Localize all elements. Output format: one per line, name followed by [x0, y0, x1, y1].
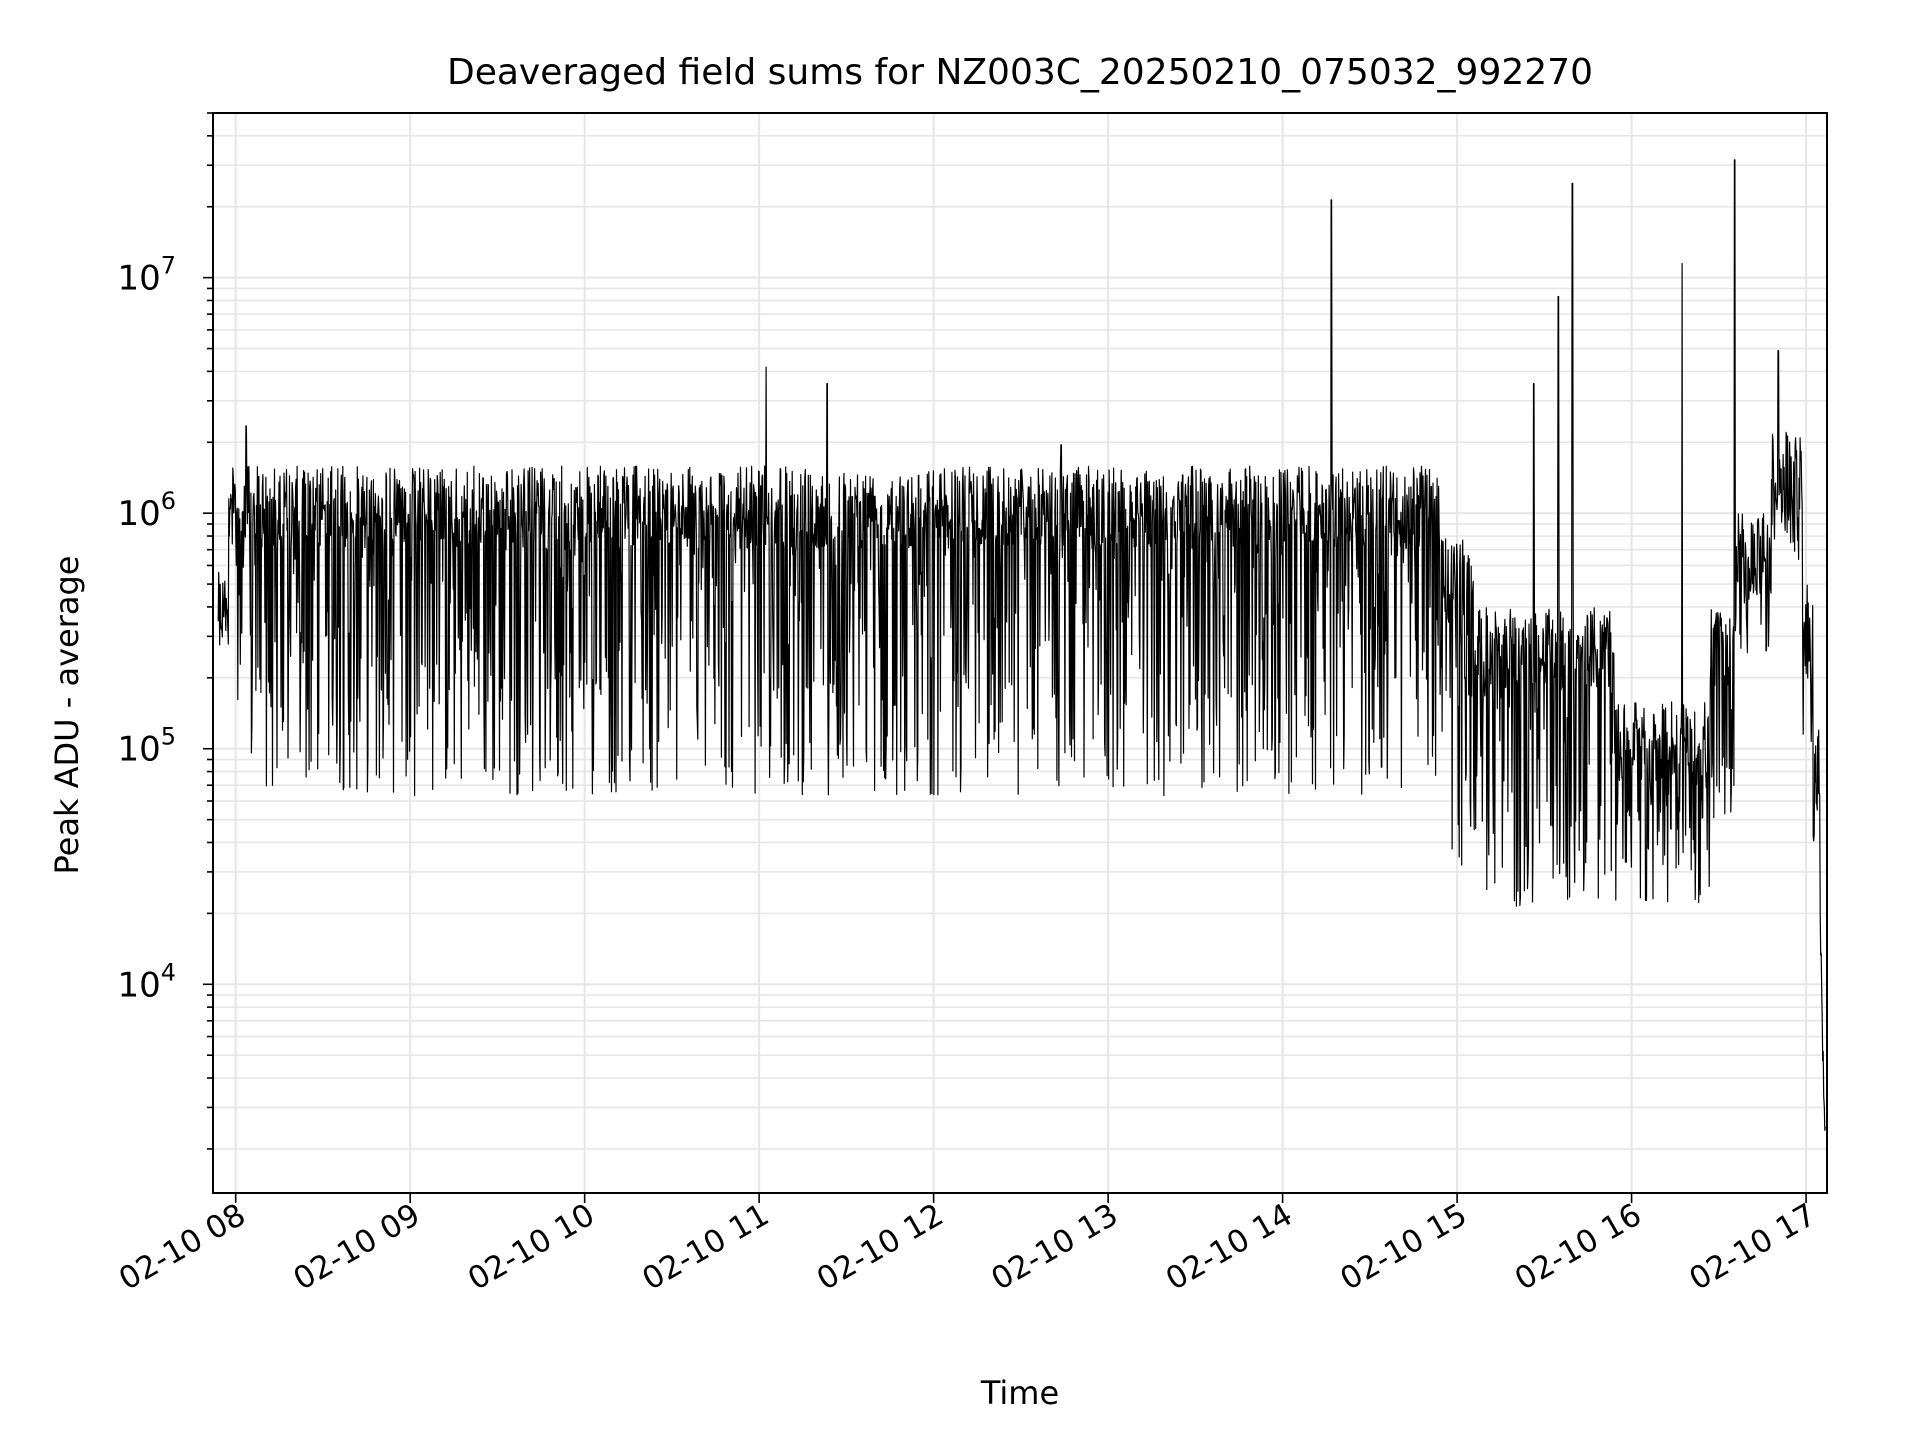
x-axis-label: Time: [980, 1374, 1059, 1412]
y-axis-label: Peak ADU - average: [48, 556, 86, 875]
chart-title: Deaveraged field sums for NZ003C_2025021…: [447, 52, 1593, 93]
series-line-group: [217, 159, 1826, 1131]
y-tick-label: 104: [117, 958, 176, 1005]
y-tick-label: 105: [117, 723, 176, 770]
y-tick-label: 106: [117, 487, 176, 534]
y-tick-label: 107: [117, 252, 176, 299]
series-line: [217, 159, 1826, 1131]
plot-frame: [212, 112, 1828, 1194]
